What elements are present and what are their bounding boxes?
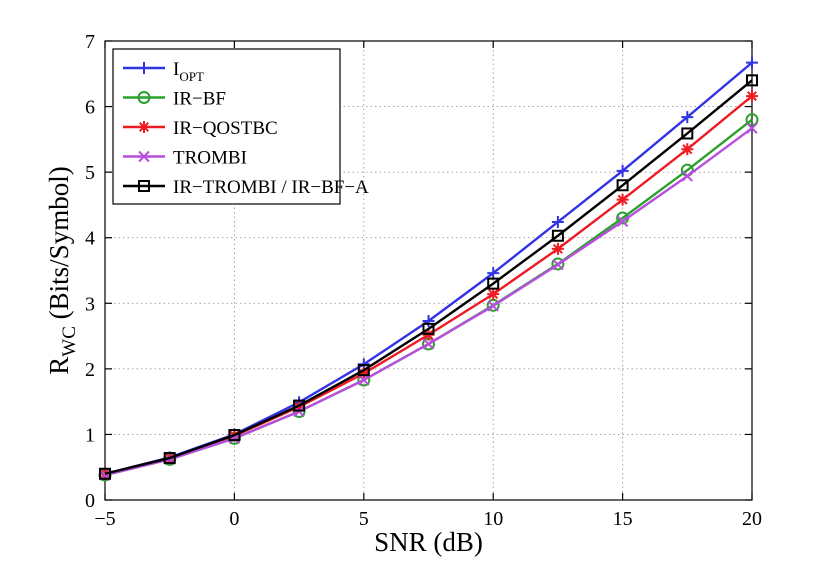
legend-label: TROMBI (173, 148, 247, 169)
data-point-square (228, 429, 241, 442)
data-point-star (551, 242, 564, 255)
data-point-square (99, 467, 111, 480)
x-tick-label: 10 (483, 508, 503, 530)
data-point-x (138, 150, 150, 163)
legend-item: IR−QOSTBC (123, 118, 278, 139)
y-tick-label: 3 (85, 293, 95, 315)
y-axis-title-rest: (Bits/Symbol) (44, 166, 74, 326)
y-tick-label: 7 (85, 31, 95, 53)
y-tick-label: 6 (85, 97, 95, 119)
data-point-x (746, 122, 758, 134)
legend-label-main: IR−QOSTBC (173, 118, 278, 139)
x-tick-label: 5 (359, 508, 369, 530)
data-point-star (487, 288, 500, 301)
legend-label-main: IR−TROMBI / IR−BF−A (173, 177, 369, 198)
legend-label: IOPT (173, 59, 204, 84)
series-lines (98, 56, 759, 482)
series-4 (99, 74, 758, 480)
data-point-star (746, 90, 758, 103)
data-point-circle (551, 257, 565, 271)
data-point-plus (422, 314, 435, 327)
y-tick-label: 5 (85, 162, 95, 184)
data-point-x (358, 374, 370, 386)
x-tick-label: 20 (742, 508, 762, 530)
legend-label-sub: OPT (179, 69, 204, 84)
data-point-square (746, 74, 758, 87)
y-tick-label: 2 (85, 359, 95, 381)
data-point-star (138, 121, 150, 133)
data-point-square (163, 452, 176, 465)
data-point-x (616, 215, 629, 228)
data-point-x (487, 300, 499, 312)
data-point-square (551, 229, 564, 242)
legend-label-main: I (173, 59, 179, 80)
data-point-square (487, 277, 500, 290)
legend: IOPT IR−BF IR−QOSTBC TROMBI IR−TROMBI / IR−B… (112, 48, 369, 205)
data-point-star (681, 143, 694, 156)
data-point-plus (681, 111, 694, 124)
legend-item: IOPT (123, 59, 204, 84)
y-tick-label: 4 (85, 228, 95, 250)
data-point-x (552, 258, 564, 271)
data-point-square (422, 322, 435, 335)
y-tick-label: 1 (85, 424, 95, 446)
x-tick-label: 0 (229, 508, 239, 530)
legend-label: IR−QOSTBC (173, 118, 278, 139)
data-point-star (616, 193, 629, 206)
x-tick-label: 15 (613, 508, 633, 530)
data-point-plus (487, 267, 500, 280)
data-point-square (616, 179, 629, 192)
x-axis-title: SNR (dB) (374, 527, 483, 557)
legend-label: IR−TROMBI / IR−BF−A (173, 177, 369, 198)
data-point-x (422, 338, 435, 350)
plot-area-frame (104, 40, 753, 501)
legend-label-main: IR−BF (173, 89, 226, 110)
y-axis-title-main: R (44, 357, 74, 375)
data-point-circle (745, 113, 759, 127)
y-axis-title-sub: WC (59, 326, 80, 357)
data-point-plus (616, 164, 629, 177)
x-tick-label: −5 (94, 508, 115, 530)
legend-label-main: TROMBI (173, 148, 247, 169)
legend-item: IR−TROMBI / IR−BF−A (123, 177, 369, 198)
data-point-star (357, 367, 370, 380)
data-point-square (681, 127, 694, 140)
data-point-square (357, 364, 370, 377)
legend-item: TROMBI (123, 148, 247, 169)
data-point-circle (137, 91, 151, 104)
series-line (104, 79, 753, 475)
legend-item: IR−BF (123, 89, 226, 110)
data-point-x (681, 170, 694, 182)
y-tick-label: 0 (85, 490, 95, 512)
data-point-plus (746, 56, 758, 69)
y-axis-title: RWC (Bits/Symbol) (44, 166, 80, 374)
series-3 (99, 122, 758, 481)
data-point-plus (138, 62, 150, 74)
data-point-square (293, 399, 306, 412)
legend-label: IR−BF (173, 89, 226, 110)
data-point-plus (551, 215, 564, 228)
data-point-square (138, 180, 150, 192)
